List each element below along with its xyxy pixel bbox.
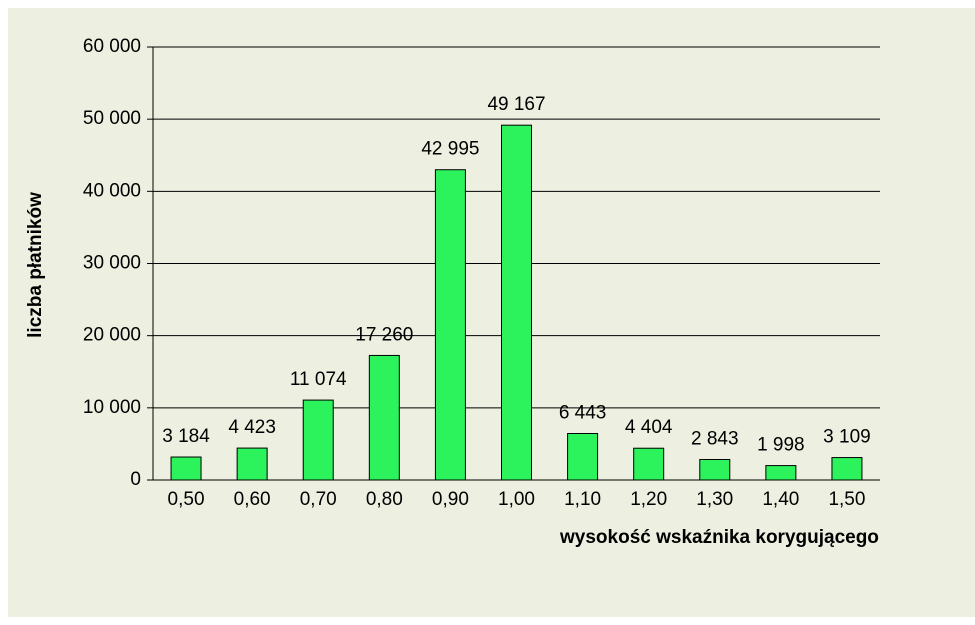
- data-label: 2 843: [691, 428, 739, 449]
- y-tick-label: 10 000: [83, 397, 141, 418]
- data-label: 1 998: [757, 435, 805, 456]
- bar: [170, 456, 202, 481]
- x-tick-label: 0,70: [300, 489, 337, 510]
- x-axis-label: wysokość wskaźnika korygującego: [559, 527, 879, 548]
- y-tick-label: 60 000: [83, 36, 141, 57]
- bar: [765, 465, 797, 481]
- x-tick-label: 1,50: [828, 489, 865, 510]
- y-tick-label: 0: [130, 469, 141, 490]
- chart-background: [8, 8, 975, 617]
- bar: [501, 124, 532, 481]
- data-label: 3 109: [823, 427, 871, 448]
- y-tick-label: 30 000: [83, 253, 141, 274]
- x-tick-label: 0,50: [168, 489, 205, 510]
- y-tick-label: 40 000: [83, 180, 141, 201]
- bar: [567, 433, 599, 481]
- data-label: 17 260: [355, 324, 413, 345]
- bar: [699, 458, 731, 481]
- y-axis-label: liczba płatników: [25, 192, 46, 338]
- data-label: 11 074: [290, 369, 347, 390]
- bar: [633, 447, 665, 481]
- x-tick-label: 1,20: [630, 489, 667, 510]
- bar: [434, 169, 466, 481]
- bar: [236, 447, 268, 481]
- bar: [302, 399, 334, 481]
- data-label: 42 995: [421, 139, 479, 160]
- data-label: 4 404: [625, 417, 673, 438]
- x-tick-label: 0,90: [432, 489, 469, 510]
- x-tick-label: 1,30: [696, 489, 733, 510]
- x-tick-label: 1,10: [564, 489, 601, 510]
- x-tick-label: 0,60: [234, 489, 271, 510]
- x-tick-label: 1,40: [762, 489, 799, 510]
- bar: [368, 354, 400, 481]
- x-tick-label: 0,80: [366, 489, 403, 510]
- data-label: 3 184: [162, 426, 210, 447]
- y-tick-label: 50 000: [83, 108, 141, 129]
- y-tick-label: 20 000: [83, 325, 141, 346]
- data-label: 4 423: [228, 417, 276, 438]
- bar: [831, 457, 863, 481]
- data-label: 49 167: [487, 94, 545, 115]
- x-tick-label: 1,00: [498, 489, 535, 510]
- data-label: 6 443: [559, 403, 607, 424]
